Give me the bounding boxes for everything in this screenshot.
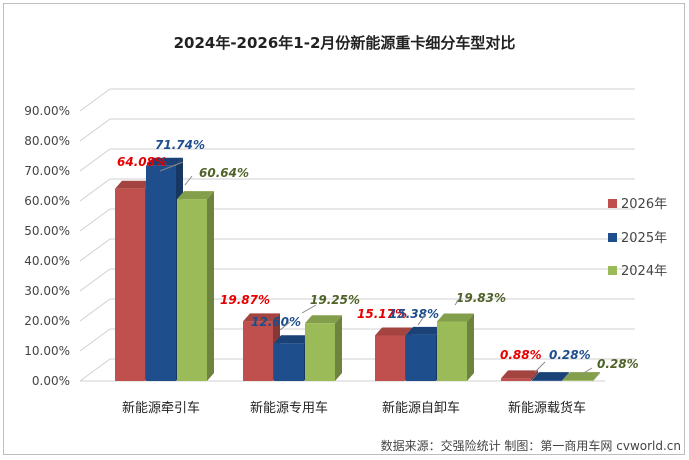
y-tick-label: 0.00% xyxy=(32,374,70,388)
bar xyxy=(146,165,176,381)
legend-label: 2024年 xyxy=(621,264,667,279)
bar xyxy=(305,323,335,381)
label-leader xyxy=(159,161,184,172)
label-leader xyxy=(184,175,193,186)
data-label: 0.28% xyxy=(597,357,639,371)
bar-top xyxy=(406,326,443,335)
label-leader xyxy=(454,297,461,306)
data-label: 19.25% xyxy=(310,293,360,307)
data-label: 0.88% xyxy=(500,348,542,362)
gridline-depth xyxy=(79,238,111,262)
bar-side xyxy=(562,372,569,381)
bar-top xyxy=(177,191,214,200)
y-tick-label: 20.00% xyxy=(24,314,70,328)
gridline-depth xyxy=(79,268,111,292)
legend-swatch xyxy=(608,199,617,208)
legend-swatch xyxy=(608,233,617,242)
legend-label: 2026年 xyxy=(621,197,667,212)
gridline-depth xyxy=(79,328,111,352)
bar-side xyxy=(335,315,342,381)
y-tick-label: 80.00% xyxy=(24,134,70,148)
bar-top xyxy=(437,313,474,322)
data-label: 60.64% xyxy=(199,166,249,180)
bar xyxy=(177,199,207,381)
label-leader xyxy=(301,304,317,314)
label-leader xyxy=(534,361,546,373)
gridline-depth xyxy=(79,88,111,112)
source-note: 数据来源：交强险统计 制图：第一商用车网 cvworld.cn xyxy=(380,439,681,453)
x-category-label: 新能源专用车 xyxy=(250,400,328,416)
bar-top xyxy=(305,315,342,324)
bar xyxy=(532,380,562,381)
gridline-depth xyxy=(79,178,111,202)
bar-top xyxy=(375,327,412,336)
bar xyxy=(437,321,467,381)
legend-swatch xyxy=(608,266,617,275)
bar-side xyxy=(467,313,474,381)
data-label: 0.28% xyxy=(549,348,591,362)
bar xyxy=(115,188,145,381)
chart-title: 2024年-2026年1-2月份新能源重卡细分车型对比 xyxy=(173,34,516,52)
bar-top xyxy=(243,313,280,322)
gridline-depth xyxy=(79,358,111,382)
data-label: 12.60% xyxy=(251,315,301,329)
x-category-label: 新能源载货车 xyxy=(508,400,586,416)
legend-label: 2025年 xyxy=(621,231,667,246)
x-category-label: 新能源牵引车 xyxy=(122,400,200,416)
data-label: 15.17% xyxy=(357,307,407,321)
bar-side xyxy=(531,370,538,381)
y-tick-label: 90.00% xyxy=(24,104,70,118)
y-tick-label: 50.00% xyxy=(24,224,70,238)
bar-top xyxy=(274,335,311,344)
y-tick-label: 70.00% xyxy=(24,164,70,178)
bar-top xyxy=(563,372,600,381)
bar xyxy=(501,378,531,381)
y-tick-label: 10.00% xyxy=(24,344,70,358)
y-tick-label: 30.00% xyxy=(24,284,70,298)
y-tick-label: 40.00% xyxy=(24,254,70,268)
data-label: 64.08% xyxy=(117,155,167,169)
bar xyxy=(375,335,405,381)
gridline-depth xyxy=(79,298,111,322)
y-tick-label: 60.00% xyxy=(24,194,70,208)
x-category-label: 新能源自卸车 xyxy=(382,400,460,416)
data-label: 15.38% xyxy=(389,307,439,321)
bar xyxy=(243,321,273,381)
gridline-depth xyxy=(79,148,111,172)
bar-top xyxy=(146,157,183,166)
data-label: 19.83% xyxy=(456,291,506,305)
label-leader xyxy=(417,314,426,326)
label-leader xyxy=(279,321,291,331)
bar-top xyxy=(532,372,569,381)
bar-top xyxy=(115,180,152,189)
bar-side xyxy=(593,372,600,381)
gridline-depth xyxy=(79,118,111,142)
label-leader xyxy=(581,367,593,375)
bar xyxy=(563,380,593,381)
bar xyxy=(406,334,436,381)
gridline-depth xyxy=(79,208,111,232)
data-label: 19.87% xyxy=(220,293,270,307)
bar xyxy=(274,343,304,381)
bar-top xyxy=(501,370,538,379)
bar-side xyxy=(207,191,214,381)
data-label: 71.74% xyxy=(155,138,205,152)
